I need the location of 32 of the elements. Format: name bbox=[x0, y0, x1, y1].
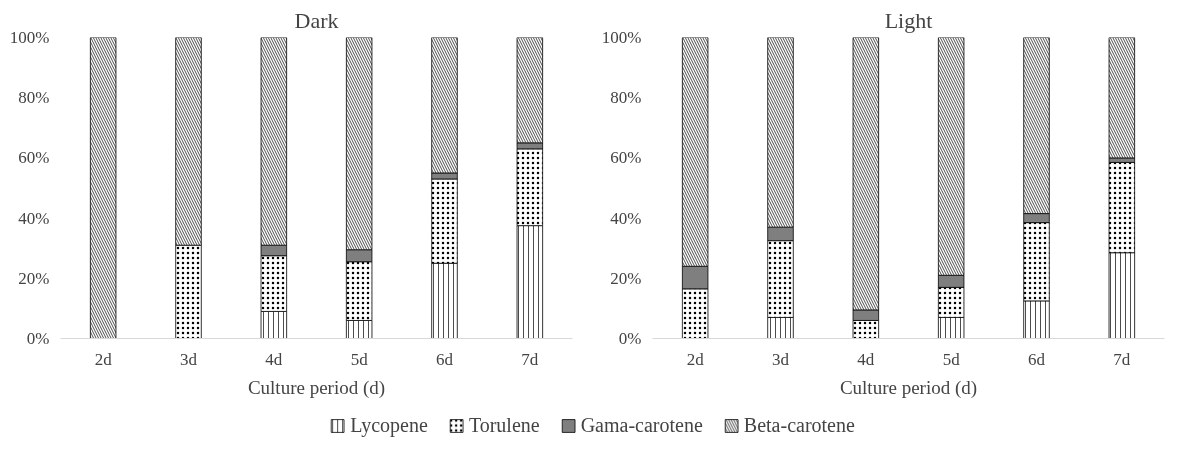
x-tick-label: 3d bbox=[772, 349, 790, 369]
y-tick-label: 20% bbox=[610, 268, 642, 288]
x-tick-label: 5d bbox=[350, 349, 369, 369]
x-tick-label: 6d bbox=[436, 349, 454, 369]
x-tick-label: 7d bbox=[521, 349, 539, 369]
legend-label: Lycopene bbox=[350, 413, 428, 437]
y-tick-label: 100% bbox=[601, 28, 642, 47]
y-tick-label: 60% bbox=[18, 148, 50, 168]
y-tick-label: 0% bbox=[618, 329, 642, 348]
y-tick-label: 60% bbox=[610, 148, 642, 168]
chart-title: Dark bbox=[294, 7, 339, 33]
y-tick-label: 80% bbox=[18, 88, 50, 108]
y-tick-label: 80% bbox=[610, 88, 642, 108]
y-tick-label: 0% bbox=[26, 329, 50, 348]
y-tick-label: 100% bbox=[9, 28, 50, 47]
legend-label: Torulene bbox=[468, 413, 540, 437]
x-tick-label: 3d bbox=[180, 349, 198, 369]
x-tick-label: 2d bbox=[686, 349, 705, 369]
chart-title: Light bbox=[884, 7, 933, 33]
x-axis-title: Culture period (d) bbox=[247, 376, 386, 399]
x-tick-label: 5d bbox=[942, 349, 961, 369]
legend-label: Gama-carotene bbox=[580, 413, 703, 437]
x-tick-label: 2d bbox=[94, 349, 113, 369]
x-tick-label: 6d bbox=[1028, 349, 1046, 369]
legend-label: Beta-carotene bbox=[743, 413, 855, 437]
x-tick-label: 4d bbox=[265, 349, 283, 369]
y-tick-label: 40% bbox=[610, 208, 642, 228]
x-tick-label: 4d bbox=[857, 349, 875, 369]
x-tick-label: 7d bbox=[1113, 349, 1131, 369]
x-axis-title: Culture period (d) bbox=[839, 376, 978, 399]
y-tick-label: 40% bbox=[18, 208, 50, 228]
y-tick-label: 20% bbox=[18, 268, 50, 288]
